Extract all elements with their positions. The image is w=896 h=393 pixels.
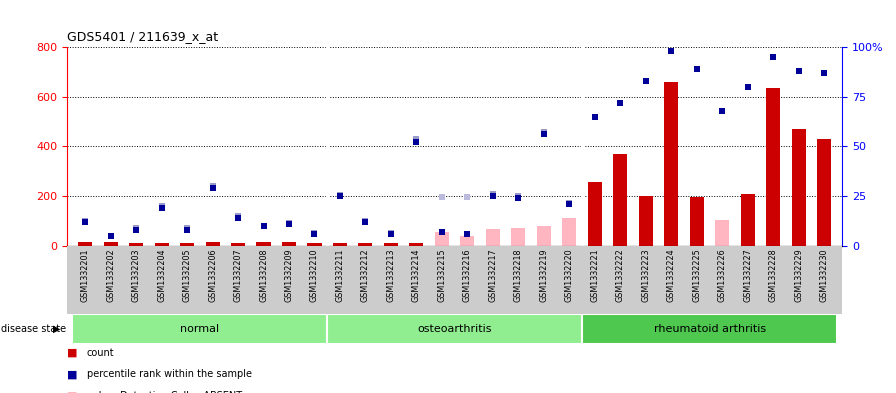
Text: GSM1332221: GSM1332221 xyxy=(590,248,599,302)
Bar xyxy=(741,193,755,246)
Bar xyxy=(582,314,837,344)
Text: disease state: disease state xyxy=(1,324,66,334)
Text: GSM1332201: GSM1332201 xyxy=(81,248,90,302)
Text: GSM1332230: GSM1332230 xyxy=(820,248,829,302)
Bar xyxy=(154,242,168,246)
Bar xyxy=(563,219,576,246)
Bar xyxy=(715,220,729,246)
Bar xyxy=(639,196,653,246)
Bar xyxy=(205,242,220,246)
Text: percentile rank within the sample: percentile rank within the sample xyxy=(87,369,252,379)
Text: GSM1332218: GSM1332218 xyxy=(514,248,523,302)
Text: ■: ■ xyxy=(67,348,78,358)
Text: GSM1332220: GSM1332220 xyxy=(565,248,574,302)
Text: GSM1332224: GSM1332224 xyxy=(667,248,676,302)
Text: GSM1332204: GSM1332204 xyxy=(157,248,166,302)
Text: GSM1332205: GSM1332205 xyxy=(183,248,192,302)
Text: GSM1332206: GSM1332206 xyxy=(208,248,217,302)
Bar xyxy=(282,242,296,246)
Text: GSM1332212: GSM1332212 xyxy=(361,248,370,302)
Bar xyxy=(333,243,347,246)
Bar xyxy=(256,242,271,246)
Text: GSM1332216: GSM1332216 xyxy=(463,248,472,302)
Text: GSM1332217: GSM1332217 xyxy=(488,248,497,302)
Bar xyxy=(78,242,92,246)
Bar xyxy=(384,243,398,246)
Bar xyxy=(461,236,475,246)
Text: normal: normal xyxy=(180,324,220,334)
Text: GSM1332227: GSM1332227 xyxy=(744,248,753,302)
Bar xyxy=(690,197,704,246)
Text: GSM1332208: GSM1332208 xyxy=(259,248,268,302)
Bar xyxy=(665,82,678,246)
Bar xyxy=(104,242,117,246)
Text: GSM1332214: GSM1332214 xyxy=(412,248,421,302)
Text: count: count xyxy=(87,348,115,358)
Text: GSM1332202: GSM1332202 xyxy=(106,248,115,302)
Text: GSM1332219: GSM1332219 xyxy=(539,248,548,302)
Bar xyxy=(409,243,424,246)
Bar xyxy=(435,232,449,246)
Text: value, Detection Call = ABSENT: value, Detection Call = ABSENT xyxy=(87,391,242,393)
Bar xyxy=(817,139,831,246)
Text: osteoarthritis: osteoarthritis xyxy=(418,324,492,334)
Text: GDS5401 / 211639_x_at: GDS5401 / 211639_x_at xyxy=(67,30,219,43)
Text: ▶: ▶ xyxy=(54,324,61,334)
Text: ■: ■ xyxy=(67,369,78,379)
Bar xyxy=(588,182,602,246)
Bar xyxy=(486,230,500,246)
Bar xyxy=(792,129,806,246)
Text: GSM1332209: GSM1332209 xyxy=(285,248,294,302)
Bar xyxy=(614,154,627,246)
Text: GSM1332215: GSM1332215 xyxy=(437,248,446,302)
Text: GSM1332229: GSM1332229 xyxy=(795,248,804,302)
Text: GSM1332207: GSM1332207 xyxy=(234,248,243,302)
Bar xyxy=(327,314,582,344)
Text: ■: ■ xyxy=(67,391,78,393)
Text: rheumatoid arthritis: rheumatoid arthritis xyxy=(653,324,766,334)
Text: GSM1332211: GSM1332211 xyxy=(335,248,344,302)
Text: GSM1332223: GSM1332223 xyxy=(642,248,650,302)
Bar xyxy=(766,88,780,246)
Text: GSM1332228: GSM1332228 xyxy=(769,248,778,302)
Bar xyxy=(129,242,143,246)
Bar xyxy=(537,226,551,246)
Bar xyxy=(307,243,322,246)
Text: GSM1332226: GSM1332226 xyxy=(718,248,727,302)
Bar xyxy=(73,314,327,344)
Bar xyxy=(358,243,373,246)
Text: GSM1332213: GSM1332213 xyxy=(386,248,395,302)
Text: GSM1332210: GSM1332210 xyxy=(310,248,319,302)
Text: GSM1332203: GSM1332203 xyxy=(132,248,141,302)
Bar xyxy=(512,228,525,246)
Text: GSM1332222: GSM1332222 xyxy=(616,248,625,302)
Text: GSM1332225: GSM1332225 xyxy=(693,248,702,302)
Bar xyxy=(180,242,194,246)
Bar xyxy=(231,242,245,246)
